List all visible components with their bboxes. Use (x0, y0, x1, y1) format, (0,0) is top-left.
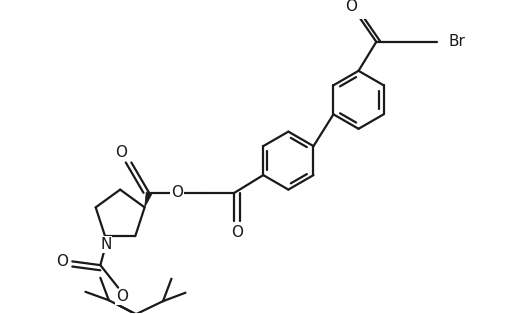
Text: O: O (231, 225, 243, 240)
Text: N: N (100, 237, 112, 252)
Polygon shape (145, 192, 152, 207)
Text: O: O (346, 0, 358, 14)
Text: O: O (115, 145, 127, 160)
Text: O: O (171, 185, 183, 200)
Text: Br: Br (449, 34, 466, 49)
Text: O: O (116, 290, 128, 305)
Text: O: O (56, 254, 68, 269)
